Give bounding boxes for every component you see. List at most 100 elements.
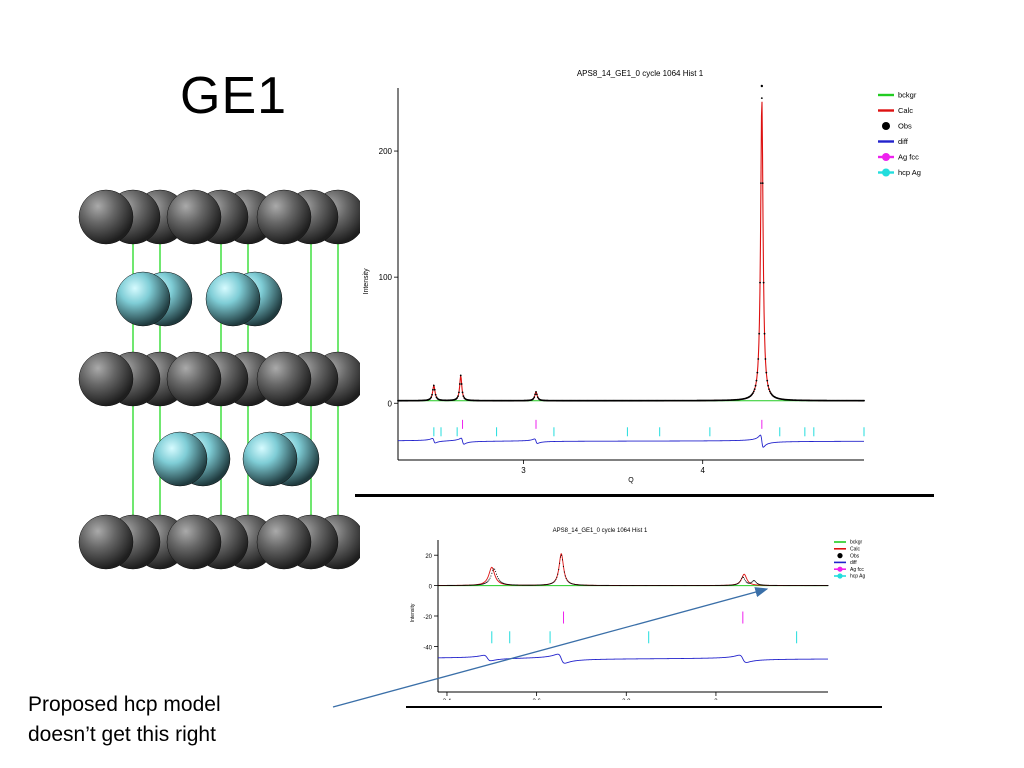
obs-point xyxy=(696,584,698,587)
obs-point xyxy=(793,585,795,587)
obs-point xyxy=(705,584,707,587)
obs-point xyxy=(670,585,672,587)
obs-point xyxy=(524,584,526,586)
obs-point xyxy=(599,584,601,586)
obs-point xyxy=(431,393,433,396)
obs-point xyxy=(618,584,620,587)
obs-point xyxy=(769,584,771,586)
obs-point xyxy=(451,584,453,587)
obs-point xyxy=(581,584,583,586)
dark-atom xyxy=(78,351,134,407)
obs-point xyxy=(572,583,574,585)
legend-item: Calc xyxy=(878,106,913,115)
obs-point xyxy=(488,579,490,581)
obs-point xyxy=(664,585,666,587)
obs-point xyxy=(534,393,537,396)
obs-point xyxy=(807,585,809,587)
obs-point xyxy=(697,584,699,587)
obs-point xyxy=(621,584,623,587)
obs-point xyxy=(556,576,558,578)
obs-point xyxy=(774,584,776,587)
obs-point xyxy=(562,565,564,568)
obs-point xyxy=(759,584,761,586)
obs-point xyxy=(724,584,726,586)
obs-point xyxy=(658,585,660,587)
obs-point xyxy=(797,585,799,587)
obs-point xyxy=(806,585,808,587)
obs-point xyxy=(461,584,463,586)
obs-point xyxy=(430,396,433,399)
obs-point xyxy=(764,584,766,586)
obs-point xyxy=(539,584,541,586)
obs-point xyxy=(527,584,529,586)
obs-point xyxy=(432,384,435,387)
obs-point xyxy=(751,393,753,396)
obs-point xyxy=(538,584,540,586)
obs-point xyxy=(612,584,614,587)
obs-point xyxy=(471,584,473,586)
obs-point xyxy=(521,584,524,586)
obs-point xyxy=(483,582,485,585)
x-tick-label: 3 xyxy=(521,466,526,475)
obs-point xyxy=(613,584,615,587)
obs-point xyxy=(574,583,576,586)
obs-point xyxy=(548,583,550,585)
obs-point xyxy=(592,584,594,586)
obs-point xyxy=(677,585,680,587)
legend-label: bckgr xyxy=(850,540,863,546)
y-tick-label: -20 xyxy=(423,615,432,621)
obs-point xyxy=(597,584,599,586)
obs-point xyxy=(537,584,539,586)
obs-point xyxy=(668,585,670,587)
obs-point xyxy=(763,332,766,335)
legend-label: Obs xyxy=(850,553,860,559)
obs-point xyxy=(690,585,693,587)
obs-point xyxy=(749,582,751,584)
obs-point xyxy=(808,585,810,587)
obs-point xyxy=(600,584,602,586)
obs-point xyxy=(822,585,824,587)
obs-point xyxy=(811,585,813,587)
obs-point xyxy=(662,585,664,587)
obs-point xyxy=(446,584,448,587)
obs-point xyxy=(819,585,821,587)
obs-point xyxy=(501,582,503,584)
obs-point xyxy=(583,584,585,586)
obs-point xyxy=(552,581,554,584)
obs-point xyxy=(512,584,514,586)
obs-point xyxy=(863,399,865,402)
obs-point xyxy=(516,584,518,586)
obs-point xyxy=(736,583,738,585)
obs-point xyxy=(433,388,436,391)
obs-point xyxy=(691,585,693,587)
obs-point xyxy=(630,584,632,587)
dark-atom xyxy=(166,514,222,570)
obs-point xyxy=(610,584,612,587)
chart-axes: 0 100 200 3 4 xyxy=(379,88,864,475)
obs-point xyxy=(466,584,468,586)
light-atom xyxy=(115,271,171,327)
obs-point xyxy=(752,580,754,582)
obs-point xyxy=(807,585,810,587)
obs-point xyxy=(558,569,560,571)
x-axis-label: Q xyxy=(628,477,634,484)
obs-point xyxy=(799,585,801,587)
obs-point xyxy=(760,182,762,184)
legend-label: Calc xyxy=(850,546,861,552)
obs-point xyxy=(496,576,498,578)
obs-point xyxy=(652,585,654,587)
obs-point xyxy=(762,281,765,284)
obs-point xyxy=(526,584,528,586)
zoomed-diffraction-chart: APS8_14_GE1_0 cycle 1064 Hist 1 Intensit… xyxy=(410,528,866,700)
obs-point xyxy=(543,584,545,586)
obs-point xyxy=(650,585,652,587)
obs-point xyxy=(645,585,647,587)
obs-point xyxy=(609,584,611,587)
obs-point xyxy=(623,584,625,587)
obs-point xyxy=(742,576,745,578)
obs-point xyxy=(489,577,491,579)
obs-point xyxy=(664,585,667,587)
obs-point xyxy=(685,585,687,587)
obs-point xyxy=(760,97,763,99)
obs-point xyxy=(726,584,728,586)
